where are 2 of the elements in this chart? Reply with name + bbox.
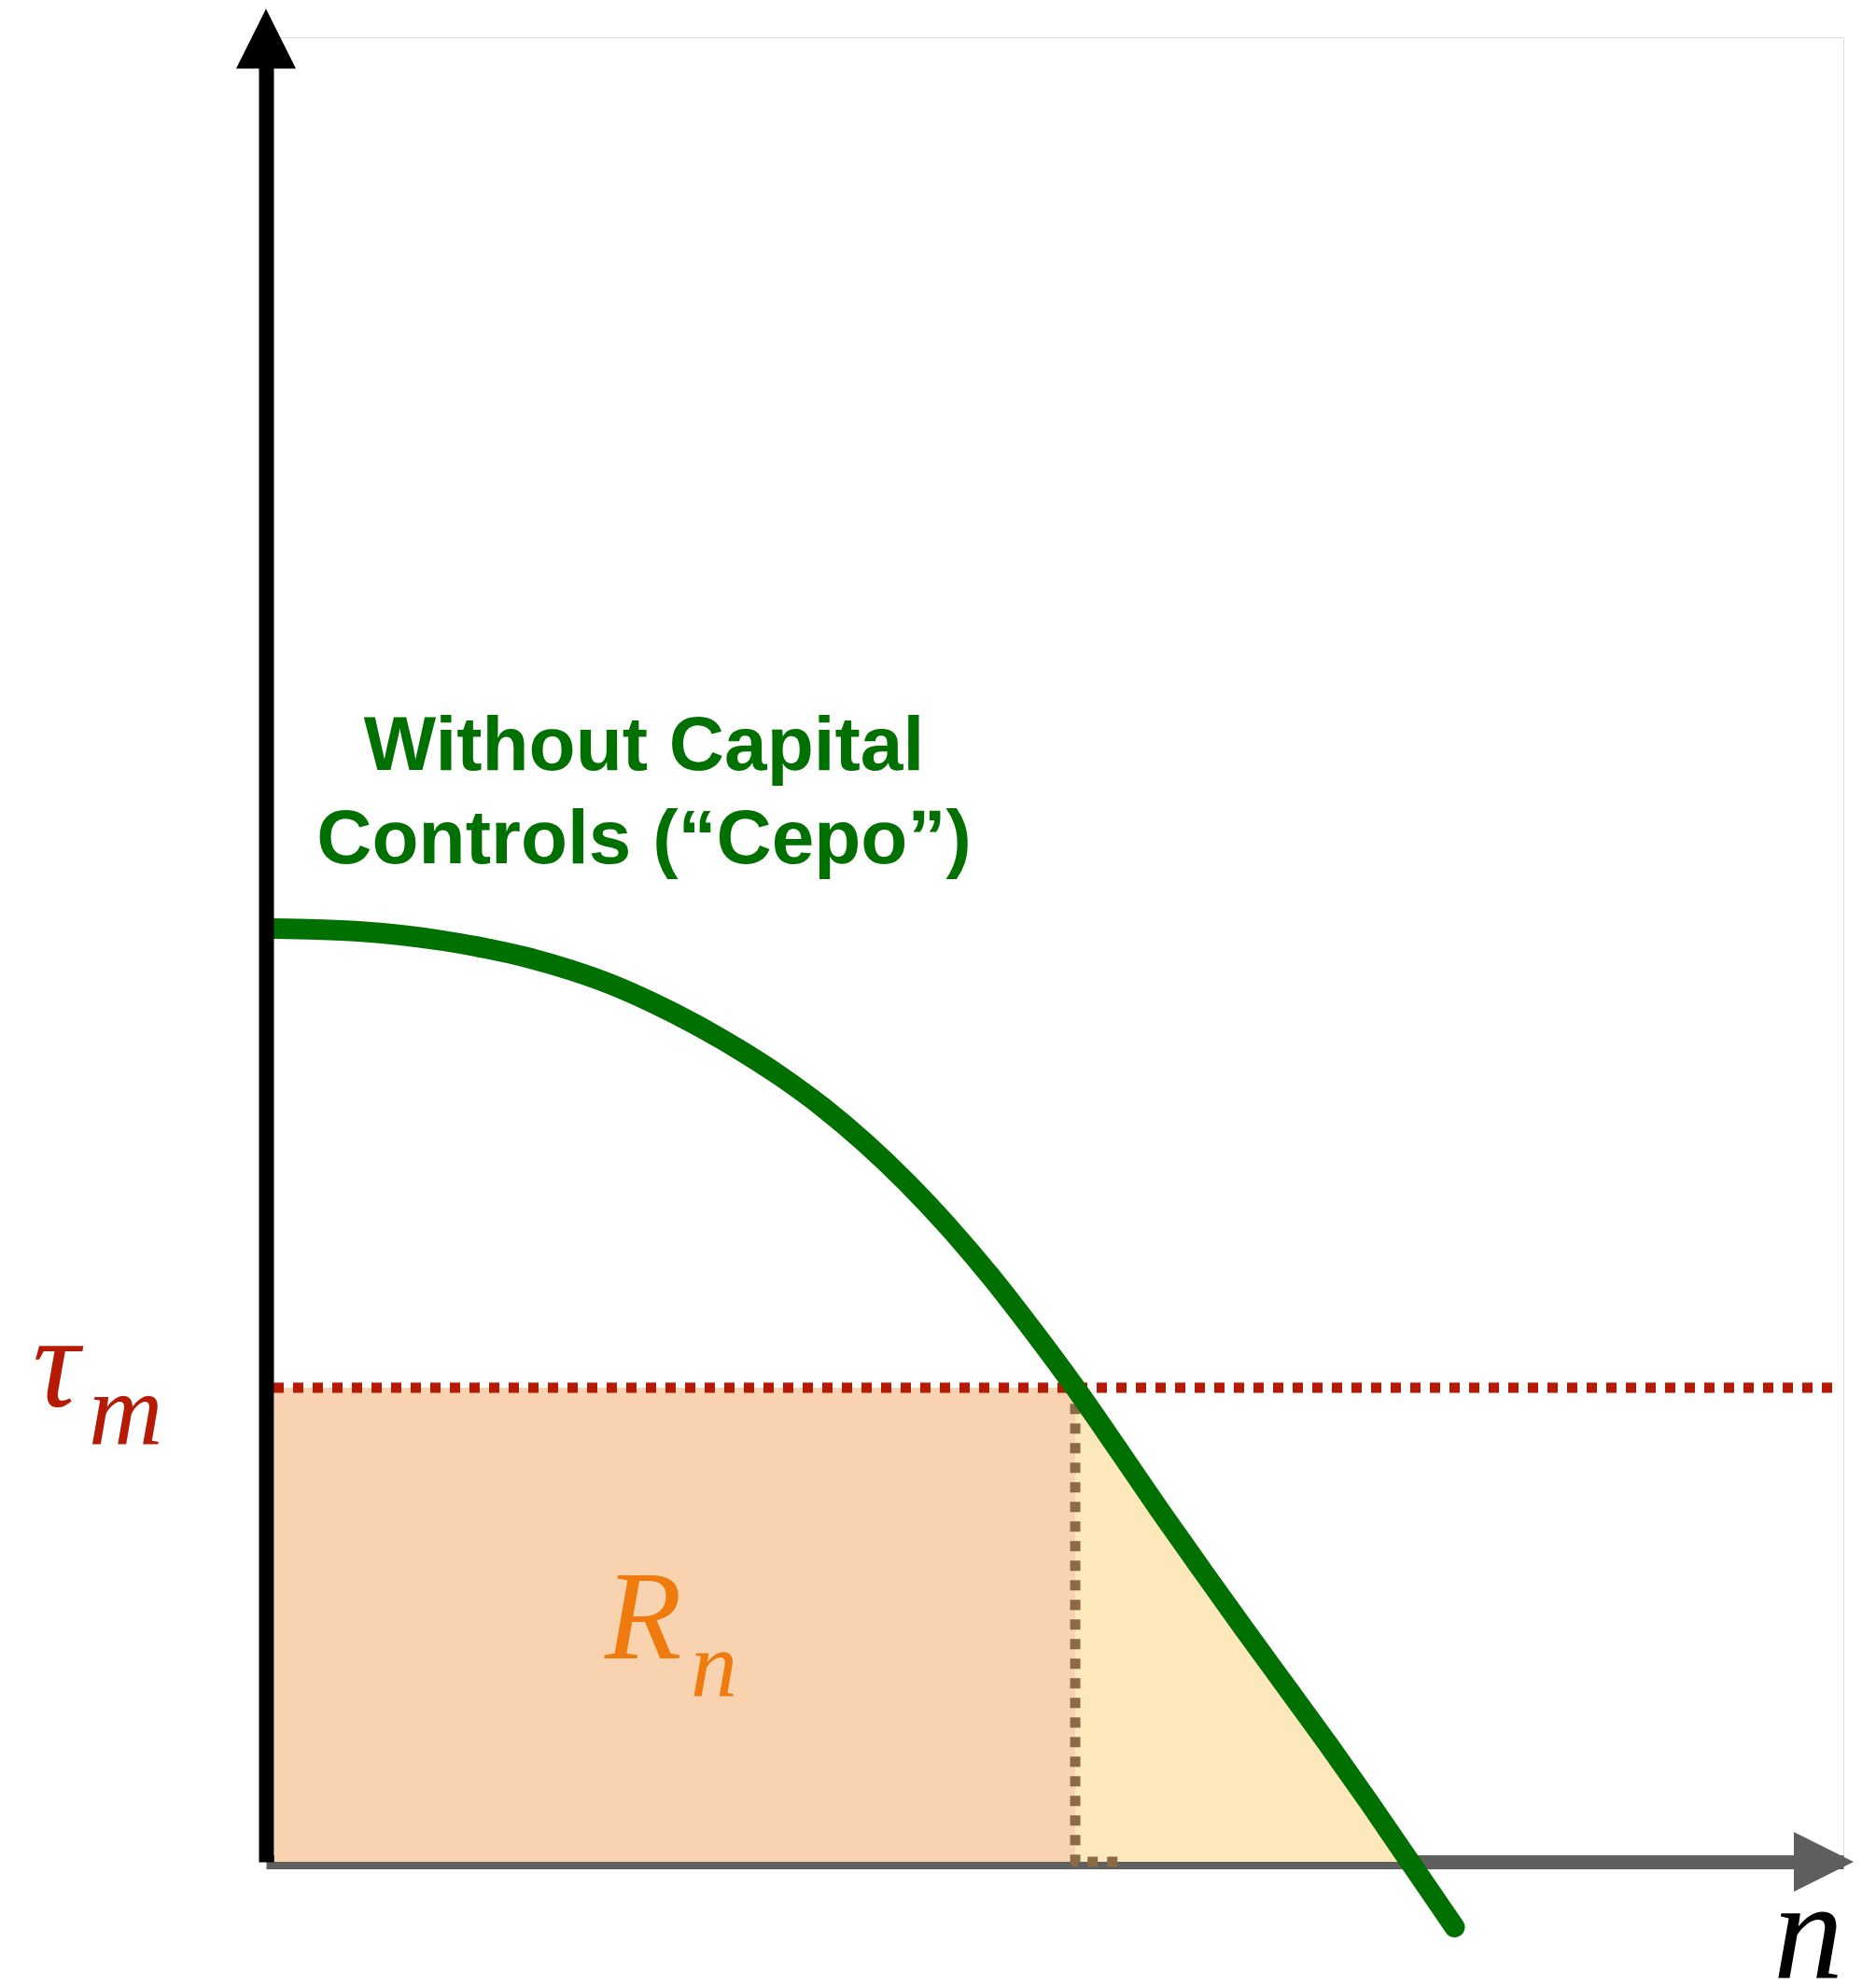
x-axis-title: n xyxy=(1773,1852,1843,1985)
series-label: Without Capital Controls (“Cepo”) xyxy=(316,701,972,879)
